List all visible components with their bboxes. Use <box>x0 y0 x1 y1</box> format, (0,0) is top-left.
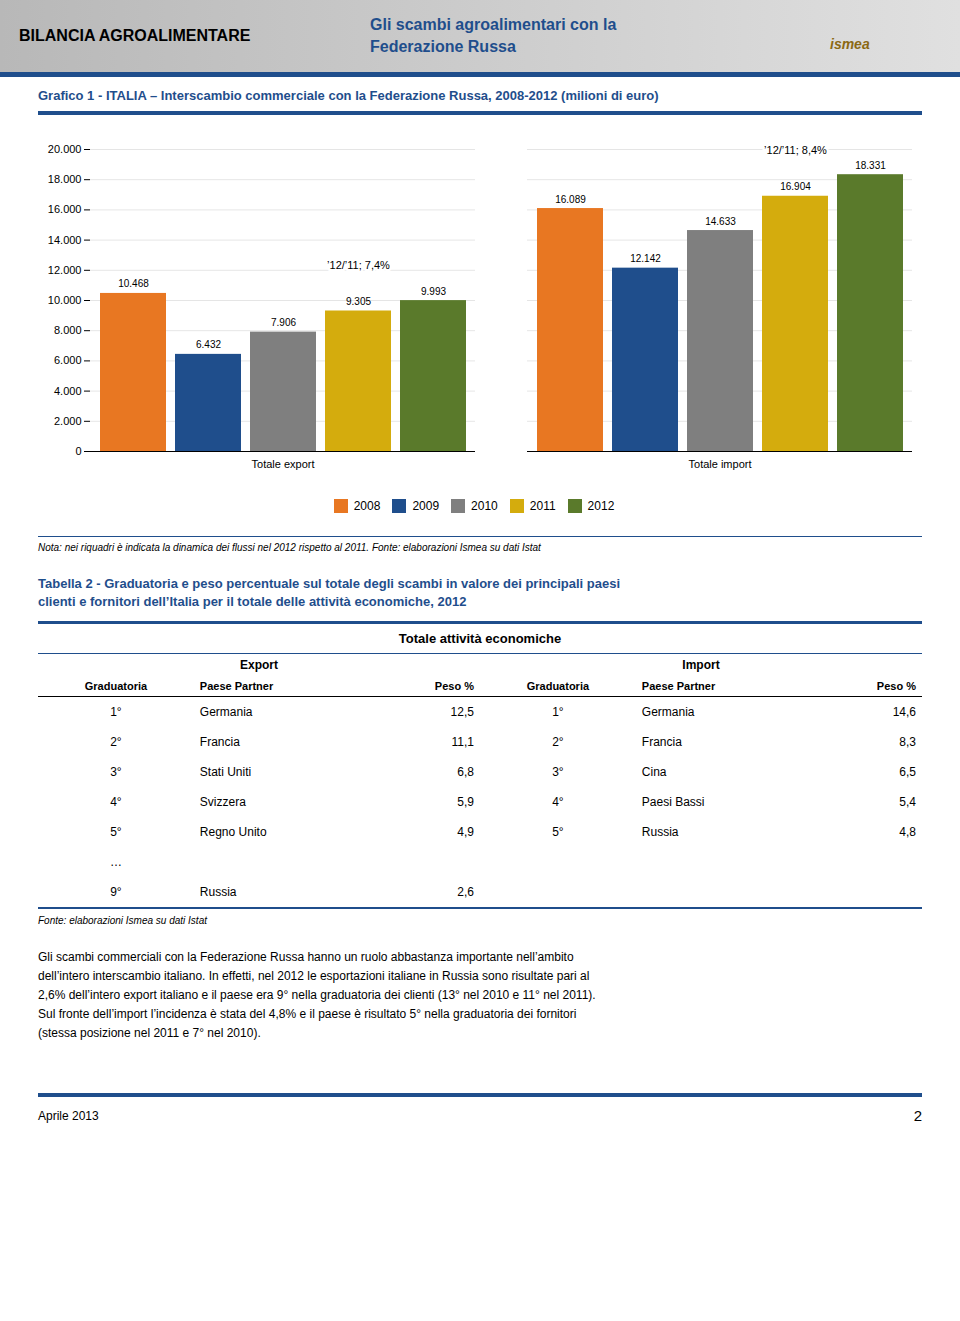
html-text:5,9: 5,9 <box>457 795 474 809</box>
html-text:Stati Uniti: Stati Uniti <box>199 765 252 779</box>
html-text:2012: 2012 <box>587 498 615 513</box>
html-text:Paese Partner: Paese Partner <box>199 680 274 692</box>
html-text:(stessa posizione nel 2011 e 7: (stessa posizione nel 2011 e 7° nel 2010… <box>38 1026 261 1040</box>
html-text:9°: 9° <box>110 885 122 899</box>
html-text:4°: 4° <box>552 795 564 809</box>
html-text:2009: 2009 <box>412 498 440 513</box>
html-text:Francia: Francia <box>641 735 682 749</box>
html-text:dell’intero interscambio itali: dell’intero interscambio italiano. In ef… <box>38 969 590 983</box>
svg-text:16.000: 16.000 <box>48 203 82 215</box>
svg-text:10.468: 10.468 <box>118 278 149 289</box>
html-text:14,6: 14,6 <box>892 705 916 719</box>
html-text:3°: 3° <box>552 765 564 779</box>
svg-text:12.142: 12.142 <box>630 253 661 264</box>
html-text:Graduatoria: Graduatoria <box>84 680 148 692</box>
html-text:4,9: 4,9 <box>457 825 474 839</box>
html-text:2,6% dell’intero export italia: 2,6% dell’intero export italiano e il pa… <box>38 988 596 1002</box>
svg-text:14.000: 14.000 <box>48 234 82 246</box>
html-text:6,5: 6,5 <box>899 765 916 779</box>
svg-text:’12/’11; 8,4%: ’12/’11; 8,4% <box>764 144 827 156</box>
html-text:12,5: 12,5 <box>450 705 474 719</box>
svg-text:’12/’11; 7,4%: ’12/’11; 7,4% <box>327 259 390 271</box>
html-text:Germania: Germania <box>199 705 253 719</box>
html-text:Grafico 1 - ITALIA – Interscam: Grafico 1 - ITALIA – Interscambio commer… <box>38 88 659 103</box>
svg-text:10.000: 10.000 <box>48 294 82 306</box>
html-text:1°: 1° <box>552 705 564 719</box>
html-text:Svizzera: Svizzera <box>199 795 246 809</box>
html-text:Gli scambi commerciali con la: Gli scambi commerciali con la Federazion… <box>38 950 574 964</box>
html-text:Sul fronte dell’import l’incid: Sul fronte dell’import l’incidenza è sta… <box>38 1007 577 1021</box>
html-text:2011: 2011 <box>529 498 556 513</box>
html-text:Paesi Bassi: Paesi Bassi <box>641 795 705 809</box>
html-text:BILANCIA AGROALIMENTARE: BILANCIA AGROALIMENTARE <box>19 27 251 44</box>
svg-text:0: 0 <box>75 445 81 457</box>
html-text:Nota: nei riquadri è indicata: Nota: nei riquadri è indicata la dinamic… <box>38 542 541 553</box>
html-text:Import: Import <box>682 658 720 672</box>
html-text:2010: 2010 <box>471 498 498 513</box>
html-text:1°: 1° <box>110 705 122 719</box>
svg-text:4.000: 4.000 <box>54 385 82 397</box>
svg-text:18.000: 18.000 <box>48 173 82 185</box>
svg-text:9.993: 9.993 <box>421 286 446 297</box>
html-text:3°: 3° <box>110 765 122 779</box>
html-text:5,4: 5,4 <box>899 795 916 809</box>
html-text:Graduatoria: Graduatoria <box>526 680 590 692</box>
html-text:clienti e fornitori dell’Itali: clienti e fornitori dell’Italia per il t… <box>38 594 467 609</box>
svg-text:14.633: 14.633 <box>705 216 736 227</box>
html-text:5°: 5° <box>552 825 564 839</box>
svg-text:6.000: 6.000 <box>54 354 82 366</box>
html-text:2°: 2° <box>552 735 564 749</box>
html-text:Tabella 2 - Graduatoria e peso: Tabella 2 - Graduatoria e peso percentua… <box>38 576 621 591</box>
svg-text:Totale export: Totale export <box>252 458 315 470</box>
svg-text:2.000: 2.000 <box>54 415 82 427</box>
html-text:Peso %: Peso % <box>434 680 474 692</box>
html-text:Germania: Germania <box>641 705 695 719</box>
html-text:Russia: Russia <box>199 885 237 899</box>
svg-text:Totale import: Totale import <box>689 458 752 470</box>
html-text:2,6: 2,6 <box>457 885 474 899</box>
html-text:Paese Partner: Paese Partner <box>641 680 716 692</box>
html-text:4,8: 4,8 <box>899 825 916 839</box>
html-text:Regno Unito: Regno Unito <box>199 825 267 839</box>
svg-text:12.000: 12.000 <box>48 264 82 276</box>
html-text:Peso %: Peso % <box>876 680 916 692</box>
html-text:4°: 4° <box>110 795 122 809</box>
svg-text:9.305: 9.305 <box>346 296 371 307</box>
html-text:2008: 2008 <box>353 498 381 513</box>
html-text:Export: Export <box>240 658 278 672</box>
svg-text:8.000: 8.000 <box>54 324 82 336</box>
svg-text:20.000: 20.000 <box>48 143 82 155</box>
html-text:Fonte: elaborazioni Ismea su d: Fonte: elaborazioni Ismea su dati Istat <box>38 915 207 926</box>
svg-text:16.904: 16.904 <box>780 181 811 192</box>
html-text:ismea: ismea <box>830 36 870 52</box>
html-text:Totale attività economiche: Totale attività economiche <box>398 631 562 646</box>
svg-text:6.432: 6.432 <box>196 339 221 350</box>
html-text:2°: 2° <box>110 735 122 749</box>
html-text:Federazione Russa: Federazione Russa <box>370 38 516 55</box>
html-text:Russia: Russia <box>641 825 679 839</box>
html-text:Aprile 2013: Aprile 2013 <box>38 1108 99 1123</box>
html-text:11,1: 11,1 <box>451 735 474 749</box>
html-text:5°: 5° <box>110 825 122 839</box>
html-text:6,8: 6,8 <box>457 765 474 779</box>
svg-text:16.089: 16.089 <box>555 194 586 205</box>
svg-text:7.906: 7.906 <box>271 317 296 328</box>
svg-text:18.331: 18.331 <box>855 160 886 171</box>
html-text:Cina: Cina <box>641 765 667 779</box>
html-text:8,3: 8,3 <box>899 735 916 749</box>
html-text:Francia: Francia <box>199 735 240 749</box>
html-text:2: 2 <box>913 1107 922 1124</box>
html-text:Gli scambi agroalimentari con: Gli scambi agroalimentari con la <box>370 16 617 33</box>
